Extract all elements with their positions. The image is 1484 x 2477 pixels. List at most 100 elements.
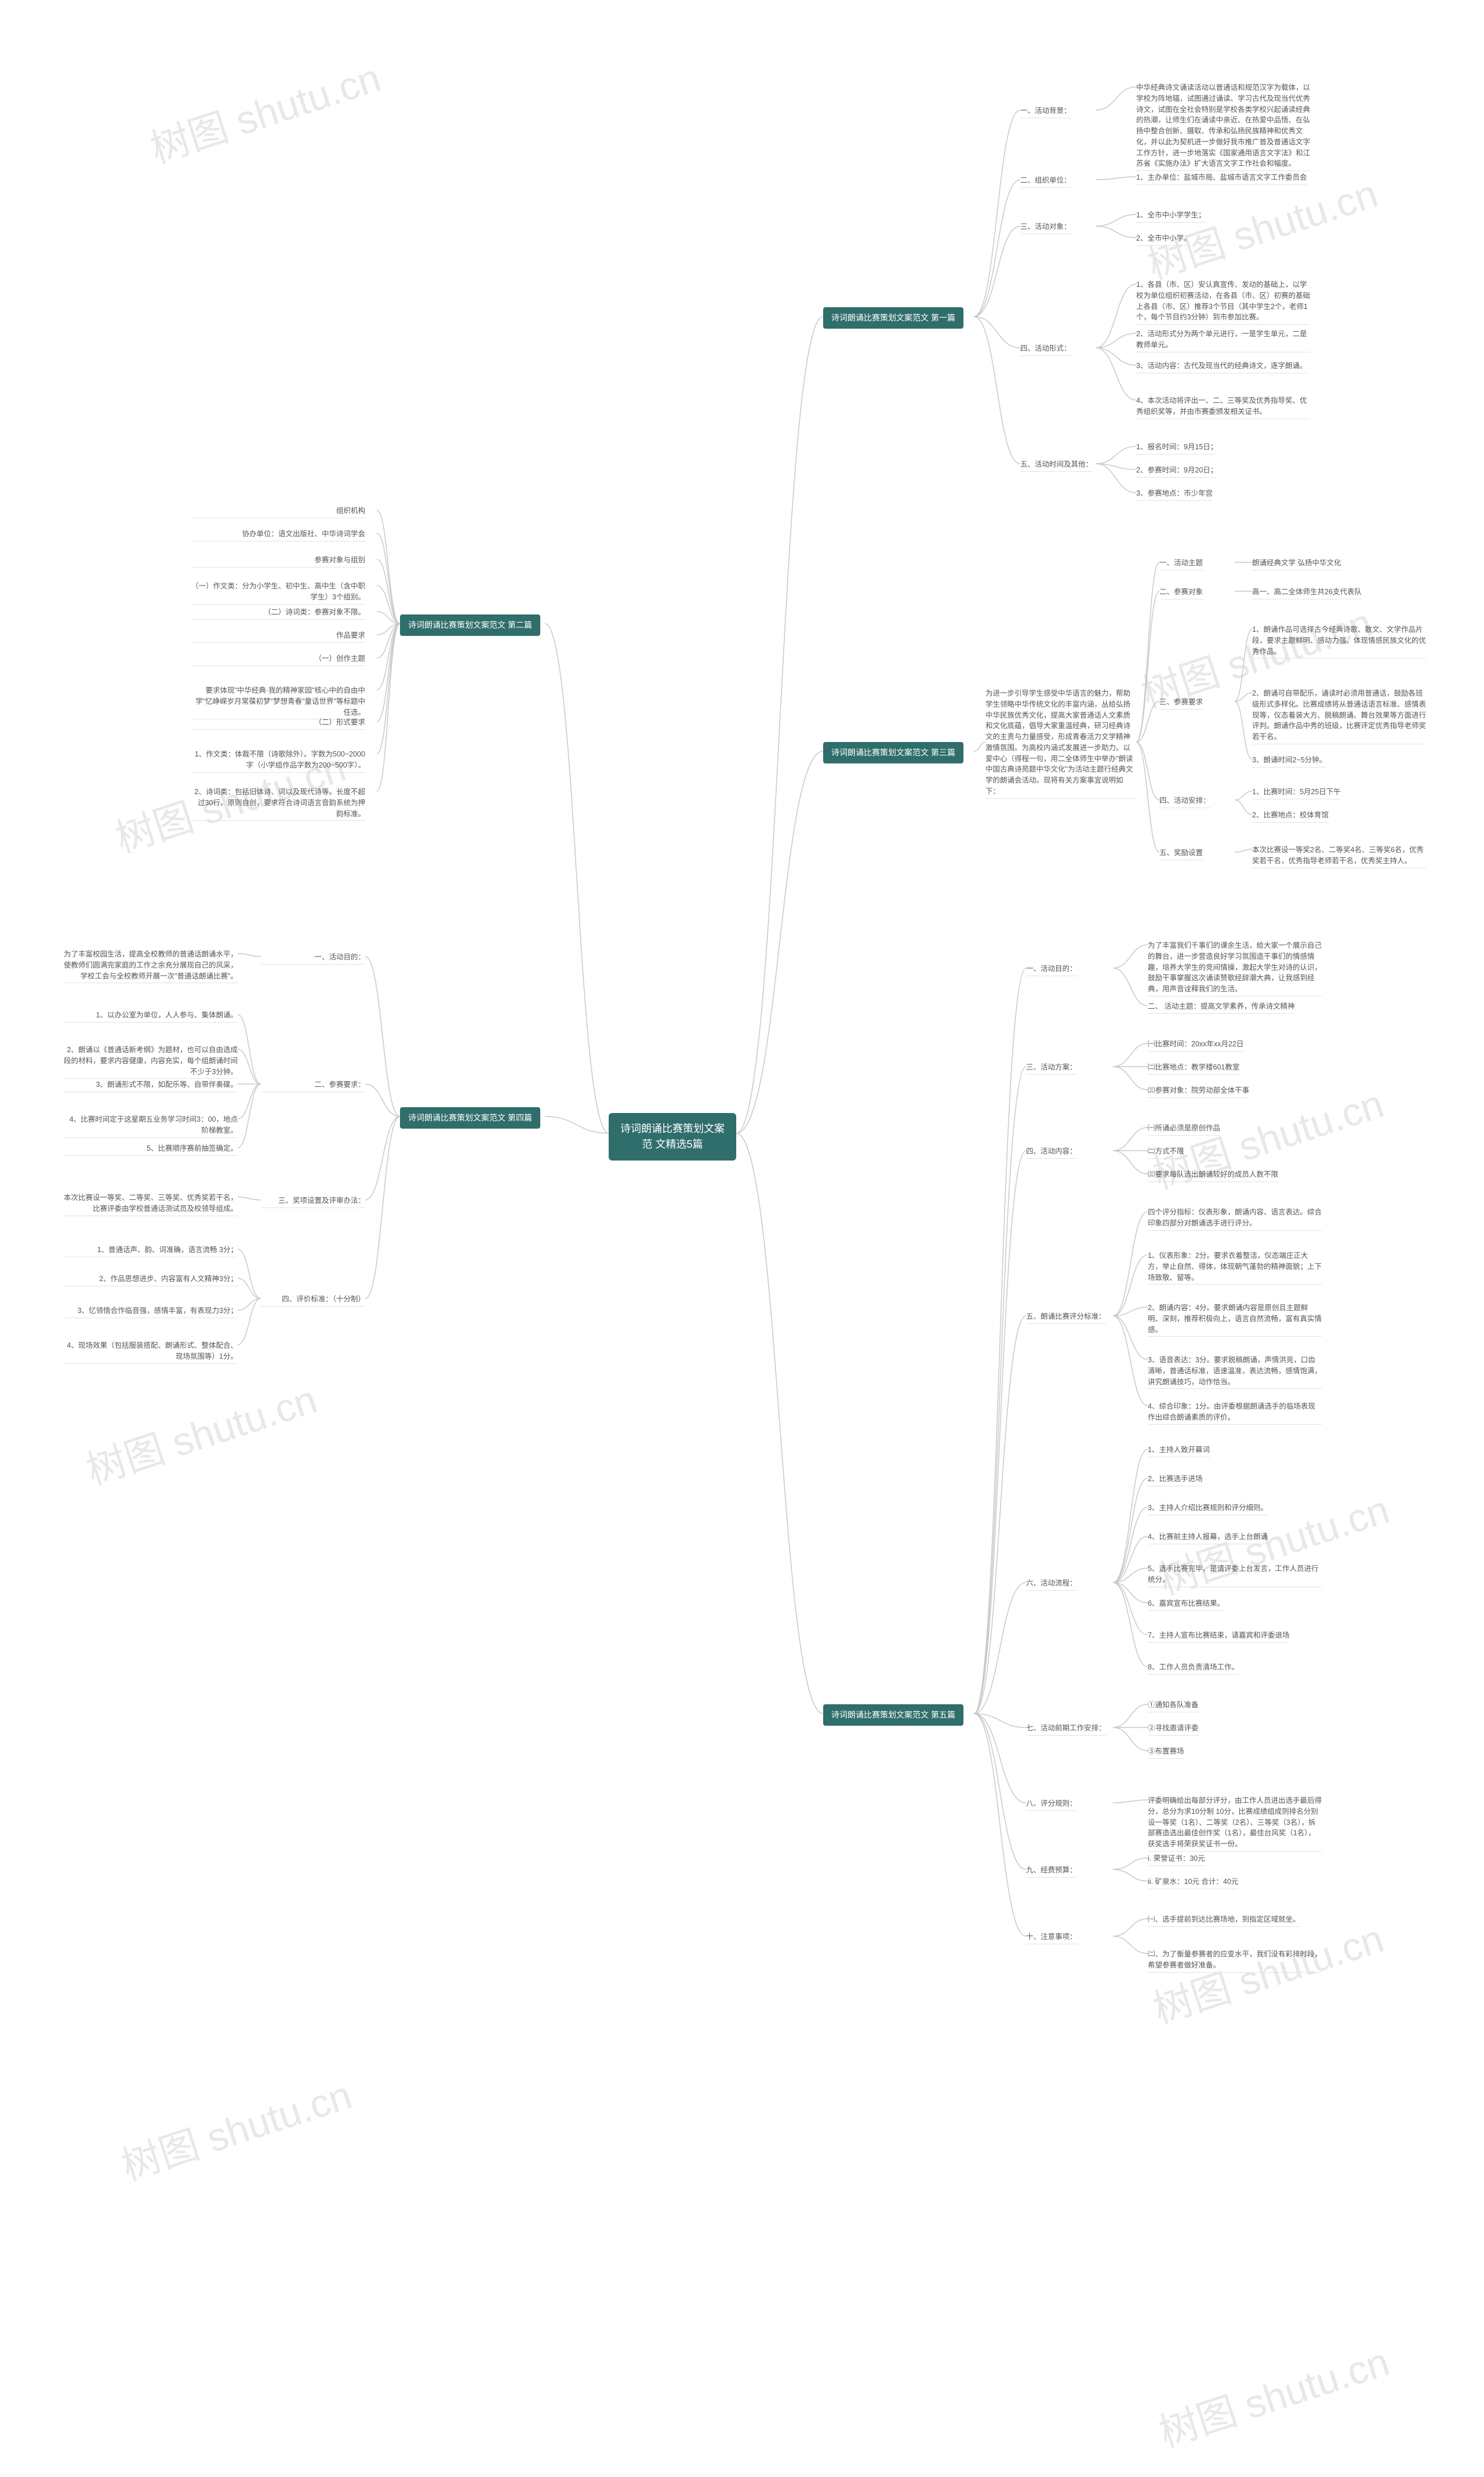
branch-label: 一、活动背景：	[1020, 104, 1071, 118]
leaf-node: 3、忆领悟合作临音强，感情丰富，有表现力3分；	[64, 1304, 238, 1318]
branch-label: 五、活动时间及其他：	[1020, 458, 1093, 472]
leaf-node: 2、作品思想进步、内容富有人文精神3分；	[64, 1272, 238, 1286]
leaf-node: 3、朗诵形式不限，如配乐等、自带伴奏碟。	[64, 1078, 238, 1092]
watermark: 树图 shutu.cn	[113, 2063, 358, 2191]
leaf-node: 1、以办公室为单位，人人参与、集体朗诵。	[64, 1009, 238, 1023]
leaf-node: （一）作文类：分为小学生、初中生、高中生（含中职学生）3个组别。	[191, 580, 365, 605]
branch-label: 五、奖励设置	[1159, 846, 1203, 860]
leaf-node: 2、朗诵内容：4分。要求朗诵内容是原创且主题鲜明、深刻，推荐积极向上，语言自然流…	[1148, 1301, 1322, 1337]
leaf-node: 2、比赛地点：校体育馆	[1252, 809, 1329, 823]
branch-label: 一、活动目的：	[261, 951, 365, 965]
leaf-node: 2、诗词类：包括旧体诗、词以及现代诗等。长度不超过30行。原则自创，要求符合诗词…	[191, 785, 365, 821]
leaf-node: 3、主持人介绍比赛规则和评分细则。	[1148, 1501, 1268, 1515]
branch-label: 六、活动流程：	[1026, 1577, 1077, 1591]
leaf-node: 2、参赛时间：9月20日；	[1136, 464, 1217, 478]
leaf-node: i. 荣誉证书：30元	[1148, 1852, 1205, 1866]
leaf-node: 7、主持人宣布比赛结束，请嘉宾和评委退场	[1148, 1629, 1289, 1643]
leaf-node: 为了丰富我们千事们的课余生活，给大家一个展示自己的舞台，进一步营造良好学习氛围造…	[1148, 939, 1322, 996]
leaf-node: 评委明确给出每部分评分，由工作人员进出选手最后得分，总分为求10分制 10分，比…	[1148, 1794, 1322, 1852]
leaf-node: 作品要求	[191, 629, 365, 643]
topic-node: 诗词朗诵比赛策划文案范文 第一篇	[823, 307, 963, 329]
branch-label: 一、活动目的：	[1026, 962, 1077, 976]
leaf-node: 组织机构	[191, 504, 365, 518]
leaf-node: （二）诗词类：参赛对象不限。	[191, 606, 365, 620]
branch-label: 五、朗诵比赛评分标准：	[1026, 1310, 1106, 1324]
branch-label: 三、奖项设置及评审办法：	[261, 1194, 365, 1208]
leaf-node: 1、普通话声、韵、词准确，语言流畅 3分；	[64, 1243, 238, 1257]
leaf-node: 参赛对象与组别	[191, 554, 365, 568]
watermark: 树图 shutu.cn	[142, 46, 387, 174]
branch-label: 三、参赛要求	[1159, 696, 1203, 710]
leaf-node: 1、仪表形象：2分。要求衣着整洁，仪态端庄正大方，举止自然、得体，体现朝气蓬勃的…	[1148, 1249, 1322, 1285]
watermark: 树图 shutu.cn	[1151, 2330, 1395, 2458]
leaf-node: ㈢要求每队选出朗诵较好的成员人数不限	[1148, 1168, 1278, 1182]
leaf-node: 8、工作人员负责清场工作。	[1148, 1661, 1239, 1675]
topic-node: 诗词朗诵比赛策划文案范文 第二篇	[400, 614, 540, 636]
leaf-node: 本次比赛设一等奖、二等奖、三等奖、优秀奖若干名，比赛评委由学校普通话测试员及校领…	[64, 1191, 238, 1216]
leaf-node: 1、全市中小学学生；	[1136, 209, 1205, 223]
leaf-node: 1、报名时间：9月15日；	[1136, 441, 1217, 454]
watermark: 树图 shutu.cn	[78, 1367, 323, 1496]
leaf-node: ㈠、选手提前到达比赛场地，到指定区域就坐。	[1148, 1913, 1300, 1927]
leaf-node: 中华经典诗文诵读活动以普通话和规范汉字为载体，以学校为阵地辐，试图通过诵读、学习…	[1136, 81, 1310, 171]
leaf-node: 1、主持人致开幕词	[1148, 1443, 1210, 1457]
leaf-node: ㈡方式不限	[1148, 1145, 1184, 1159]
topic-node: 诗词朗诵比赛策划文案范文 第五篇	[823, 1704, 963, 1726]
leaf-node: 协办单位：语文出版社、中华诗词学会	[191, 528, 365, 541]
leaf-node: 5、选手比赛完毕，是请评委上台发言，工作人员进行统分。	[1148, 1562, 1322, 1587]
leaf-node: 要求体现"中华经典·我的精神家园"核心中的自由中学"忆峥嵘岁月常葆初梦"梦想青春…	[191, 684, 365, 719]
leaf-node: ㈢参赛对象：院劳动部全体干事	[1148, 1084, 1249, 1098]
leaf-node: 1、朗诵作品可选择古今经典诗歌、散文、文学作品片段，要求主题鲜明、感动力强、体现…	[1252, 623, 1426, 659]
leaf-node: 为了丰富校园生活，提高全校教师的普通话朗诵水平，使教师们圆满完家庭的工作之余充分…	[64, 948, 238, 983]
topic-node: 诗词朗诵比赛策划文案范文 第四篇	[400, 1107, 540, 1129]
branch-label: 四、活动内容：	[1026, 1145, 1077, 1159]
leaf-node: 朗诵经典文学 弘扬中华文化	[1252, 556, 1341, 570]
leaf-node: 3、语音表达：3分。要求脱稿朗诵，声情洪亮，口齿清晰，普通话标准，语速温准，表达…	[1148, 1354, 1322, 1389]
leaf-node: （二）形式要求	[191, 716, 365, 730]
leaf-node: 1、作文类：体裁不限（诗歌除外）。字数为500~2000字（小学组作品字数为20…	[191, 748, 365, 773]
leaf-node: 4、现场效果（包括服装搭配、朗诵形式、整体配合、现场氛围等）1分。	[64, 1339, 238, 1364]
branch-label: 九、经费预算：	[1026, 1864, 1077, 1878]
leaf-node: 4、比赛时间定于这星期五业务学习时间3：00，地点阶梯教室。	[64, 1113, 238, 1138]
leaf-node: 二、 活动主题：提高文学素养，传承诗文精神	[1148, 1000, 1294, 1014]
branch-label: 八、评分规则：	[1026, 1797, 1077, 1811]
leaf-node: ㈠比赛时间：20xx年xx月22日	[1148, 1038, 1243, 1052]
leaf-node: 四个评分指标：仪表形象，朗诵内容、语言表达。综合印象四部分对朗诵选手进行评分。	[1148, 1206, 1322, 1231]
leaf-node: 6、嘉宾宣布比赛结果。	[1148, 1597, 1224, 1611]
leaf-node: 3、朗诵时间2~5分钟。	[1252, 754, 1326, 768]
branch-label: 三、活动方案：	[1026, 1061, 1077, 1075]
leaf-node: ㈡比赛地点：教学楼601教室	[1148, 1061, 1239, 1075]
leaf-node: 3、活动内容：古代及现当代的经典诗文，逐字朗诵。	[1136, 359, 1307, 373]
leaf-node: 5、比赛顺序赛前抽签确定。	[64, 1142, 238, 1156]
leaf-node: 2、全市中小学。	[1136, 232, 1191, 246]
leaf-node: 4、比赛前主持人报幕，选手上台朗诵	[1148, 1530, 1268, 1544]
leaf-node: ii. 矿泉水：10元 合计：40元	[1148, 1875, 1238, 1889]
leaf-node: 4、本次活动将评出一、二、三等奖及优秀指导奖、优秀组织奖等，并由市赛委颁发相关证…	[1136, 394, 1310, 419]
leaf-node: 2、活动形式分为两个单元进行，一是学生单元，二是教师单元。	[1136, 328, 1310, 352]
root-node: 诗词朗诵比赛策划文案范 文精选5篇	[609, 1113, 736, 1161]
branch-label: 十、注意事项：	[1026, 1930, 1077, 1944]
leaf-node: ②寻找邀请评委	[1148, 1722, 1199, 1736]
leaf-node: 2、比赛选手进场	[1148, 1472, 1202, 1486]
topic-node: 诗词朗诵比赛策划文案范文 第三篇	[823, 742, 963, 763]
leaf-node: ③布置赛场	[1148, 1745, 1184, 1759]
branch-label: 一、活动主题	[1159, 556, 1203, 570]
leaf-node: 2、朗诵可自带配乐，诵读时必须用普通话，鼓励各班级形式多样化。比赛成绩将从普通话…	[1252, 687, 1426, 744]
leaf-node: 2、朗诵以《普通话新考纲》为题材，也可以自由选成段的材料，要求内容健康，内容充实…	[64, 1043, 238, 1079]
branch-label: 二、参赛要求：	[261, 1078, 365, 1092]
leaf-node: 高一、高二全体师生共26支代表队	[1252, 585, 1362, 599]
leaf-node: ①通知各队准备	[1148, 1698, 1199, 1712]
branch-label: 二、参赛对象	[1159, 585, 1203, 599]
branch-label: 四、活动形式：	[1020, 342, 1071, 356]
leaf-node: 1、比赛时间：5月25日下午	[1252, 785, 1341, 799]
leaf-node: 本次比赛设一等奖2名、二等奖4名、三等奖6名，优秀奖若干名，优秀指导老师若干名，…	[1252, 843, 1426, 868]
branch-label: 三、活动对象：	[1020, 220, 1071, 234]
leaf-node: ㈡、为了衡量参赛者的应变水平，我们没有彩排时段，希望参赛者做好准备。	[1148, 1948, 1322, 1973]
leaf-node: 1、各县（市、区）安认真宣传、发动的基础上，以学校为单位组织初赛活动，在各县（市…	[1136, 278, 1310, 325]
branch-label: 四、评价标准：（十分制）	[261, 1293, 365, 1307]
leaf-node: 1、主办单位：盐城市局、盐城市语言文字工作委员会	[1136, 171, 1307, 185]
leaf-node: （一）创作主题	[191, 652, 365, 666]
leaf-node: 4、综合印象：1分。由评委根据朗诵选手的临场表现作出综合朗诵素质的评价。	[1148, 1400, 1322, 1425]
root-label: 诗词朗诵比赛策划文案范 文精选5篇	[620, 1123, 725, 1150]
leaf-node: ㈠所诵必须是原创作品	[1148, 1122, 1220, 1136]
